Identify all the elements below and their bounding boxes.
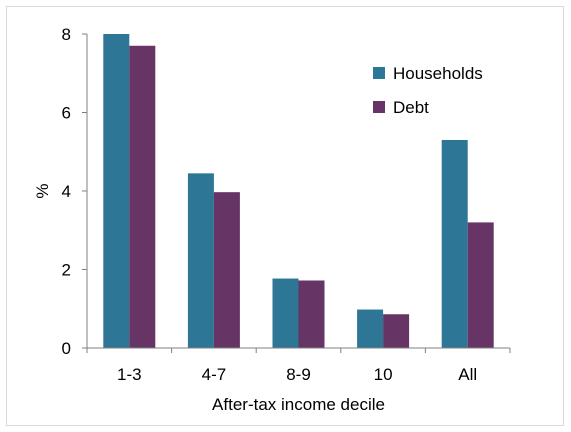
x-tick-labels: 1-3 4-7 8-9 10 All [117, 365, 477, 384]
legend-swatch-households [373, 67, 385, 79]
bar-households [187, 173, 214, 348]
x-tick-label: 8-9 [286, 365, 311, 384]
x-tick-label: 10 [374, 365, 393, 384]
x-tick-label: 4-7 [202, 365, 227, 384]
legend-label-debt: Debt [393, 98, 429, 117]
x-tick-marks [86, 348, 511, 353]
y-tick-label: 0 [62, 339, 71, 358]
bar-households [272, 278, 299, 348]
bar-debt [129, 45, 156, 349]
bar-households [441, 139, 468, 348]
bar-debt [383, 314, 410, 348]
bar-households [103, 34, 130, 348]
y-tick-label: 6 [62, 104, 71, 123]
y-axis-title: % [33, 183, 52, 198]
y-tick-labels: 0 2 4 6 8 [62, 25, 71, 358]
y-tick-label: 4 [62, 182, 71, 201]
y-tick-label: 8 [62, 25, 71, 44]
legend-label-households: Households [393, 64, 483, 83]
bar-debt [213, 192, 240, 348]
bar-debt [467, 222, 494, 348]
x-tick-label: 1-3 [117, 365, 142, 384]
bar-debt [298, 280, 325, 348]
bars [103, 34, 494, 349]
legend: Households Debt [373, 64, 483, 117]
y-tick-label: 2 [62, 261, 71, 280]
legend-swatch-debt [373, 101, 385, 113]
bar-households [357, 309, 384, 348]
x-tick-label: All [458, 365, 477, 384]
y-tick-marks [82, 33, 87, 349]
x-axis-title: After-tax income decile [212, 395, 385, 414]
chart-frame [6, 6, 564, 426]
